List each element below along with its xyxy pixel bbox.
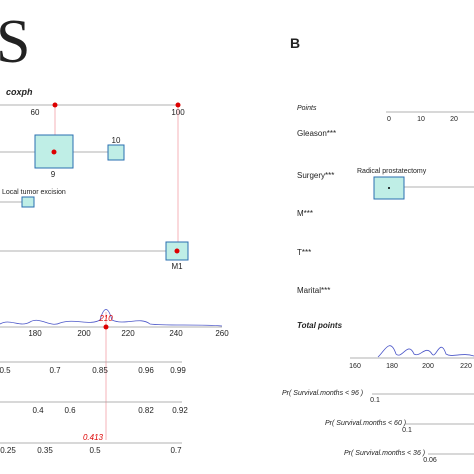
variable-label: Marital*** [297, 286, 330, 295]
tick-label: 0.5 [0, 366, 11, 375]
density-curve [0, 309, 223, 327]
box-label: 10 [112, 136, 121, 145]
tick-label: 0.99 [170, 366, 186, 375]
tick-label: 60 [31, 108, 40, 117]
point [52, 102, 58, 108]
panel-letter: B [290, 35, 300, 51]
box-label: Local tumor excision [2, 189, 66, 196]
box-label: M1 [171, 262, 183, 271]
box-label: 9 [51, 170, 56, 179]
point [51, 149, 57, 155]
tick-label: 0.35 [37, 446, 53, 455]
tick-label: 0.5 [89, 446, 101, 455]
tick-label: 260 [215, 329, 229, 338]
axis-label: Pr( Survival.months < 60 ) [325, 420, 406, 427]
axis-label: Pr( Survival.months < 36 ) [344, 450, 425, 457]
tick-label: 0.85 [92, 366, 108, 375]
tick-label: 0.82 [138, 406, 154, 415]
tick-label: 20 [450, 116, 458, 123]
variable-label: Surgery*** [297, 171, 334, 180]
tick-label: 0.6 [64, 406, 76, 415]
tick-label: 220 [121, 329, 135, 338]
tick-label: 0.25 [0, 446, 16, 455]
point [103, 324, 109, 330]
tick-label: 0.1 [402, 427, 412, 434]
variable-label: M*** [297, 209, 313, 218]
tick-label: 180 [28, 329, 42, 338]
axis-label: Points [297, 105, 317, 112]
tick-label: 0.7 [170, 446, 182, 455]
tick-label: 0.92 [172, 406, 188, 415]
tick-label: 0.96 [138, 366, 154, 375]
variable-label: T*** [297, 248, 311, 257]
tick-label: 240 [169, 329, 183, 338]
axis-label: Total points [297, 321, 343, 330]
tick-label: 180 [386, 363, 398, 370]
marker-label: 0.413 [83, 433, 104, 442]
tick-label: 10 [417, 116, 425, 123]
axis-label: Pr( Survival.months < 96 ) [282, 390, 363, 397]
panel-letter: S [0, 8, 30, 76]
tick-label: 0.7 [49, 366, 61, 375]
box [107, 144, 125, 161]
box [21, 196, 35, 208]
model-title: coxph [6, 87, 33, 97]
tick-label: 0.06 [423, 457, 437, 464]
tick-label: 0.1 [370, 397, 380, 404]
variable-label: Gleason*** [297, 129, 336, 138]
point [175, 102, 181, 108]
marker-label: 210 [98, 314, 113, 323]
point [388, 187, 390, 189]
density-curve [377, 345, 474, 358]
box-label: Radical prostatectomy [357, 168, 427, 175]
tick-label: 160 [349, 363, 361, 370]
point [174, 248, 180, 254]
tick-label: 200 [422, 363, 434, 370]
tick-label: 200 [77, 329, 91, 338]
tick-label: 0.4 [32, 406, 44, 415]
tick-label: 220 [460, 363, 472, 370]
tick-label: 0 [387, 116, 391, 123]
